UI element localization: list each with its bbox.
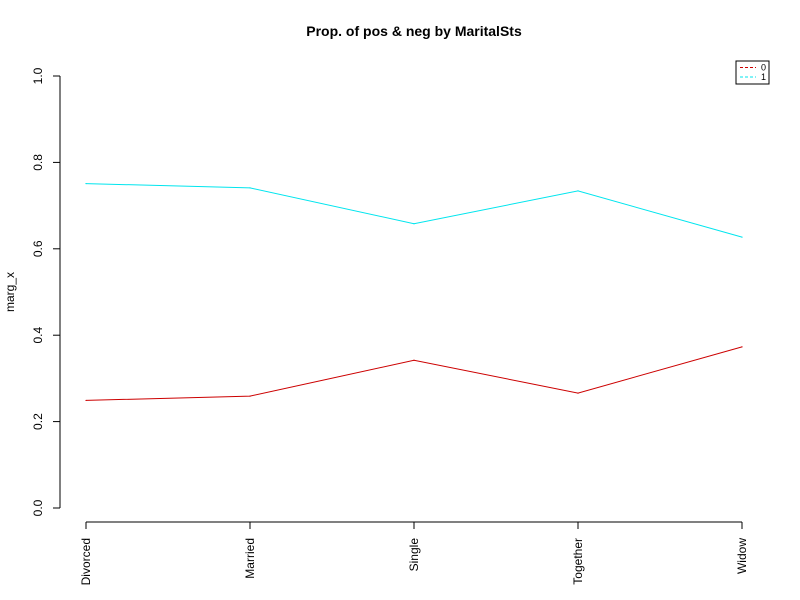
x-tick-label: Widow <box>735 538 749 574</box>
legend-label-0: 0 <box>761 63 766 73</box>
legend-label-1: 1 <box>761 72 766 82</box>
x-tick-label: Divorced <box>79 538 93 585</box>
data-point <box>249 187 251 189</box>
y-tick-label: 0.2 <box>31 413 45 430</box>
y-tick-label: 0.6 <box>31 240 45 257</box>
chart-title: Prop. of pos & neg by MaritalSts <box>306 23 522 39</box>
legend-box <box>735 60 770 85</box>
x-tick-label: Together <box>571 538 585 585</box>
x-axis: Divorced Married Single Together Widow <box>79 521 749 585</box>
y-axis: 0.0 0.2 0.4 0.6 0.8 1.0 <box>31 67 61 516</box>
data-point <box>741 346 743 348</box>
y-axis-label: marg_x <box>3 272 17 312</box>
series-lines <box>85 182 743 402</box>
series-line-1 <box>85 183 743 238</box>
y-tick-label: 0.4 <box>31 327 45 344</box>
x-tick-label: Single <box>407 538 421 572</box>
data-point <box>741 236 743 238</box>
y-tick-label: 1.0 <box>31 67 45 84</box>
data-point <box>577 190 579 192</box>
data-point <box>249 395 251 397</box>
y-tick-label: 0.8 <box>31 154 45 171</box>
series-line-0 <box>85 346 743 401</box>
legend: 0 1 <box>735 60 770 85</box>
data-point <box>413 359 415 361</box>
data-point <box>413 223 415 225</box>
x-tick-label: Married <box>243 538 257 579</box>
y-tick-label: 0.0 <box>31 499 45 516</box>
data-point <box>577 392 579 394</box>
data-point <box>85 182 87 185</box>
data-point <box>85 399 87 402</box>
